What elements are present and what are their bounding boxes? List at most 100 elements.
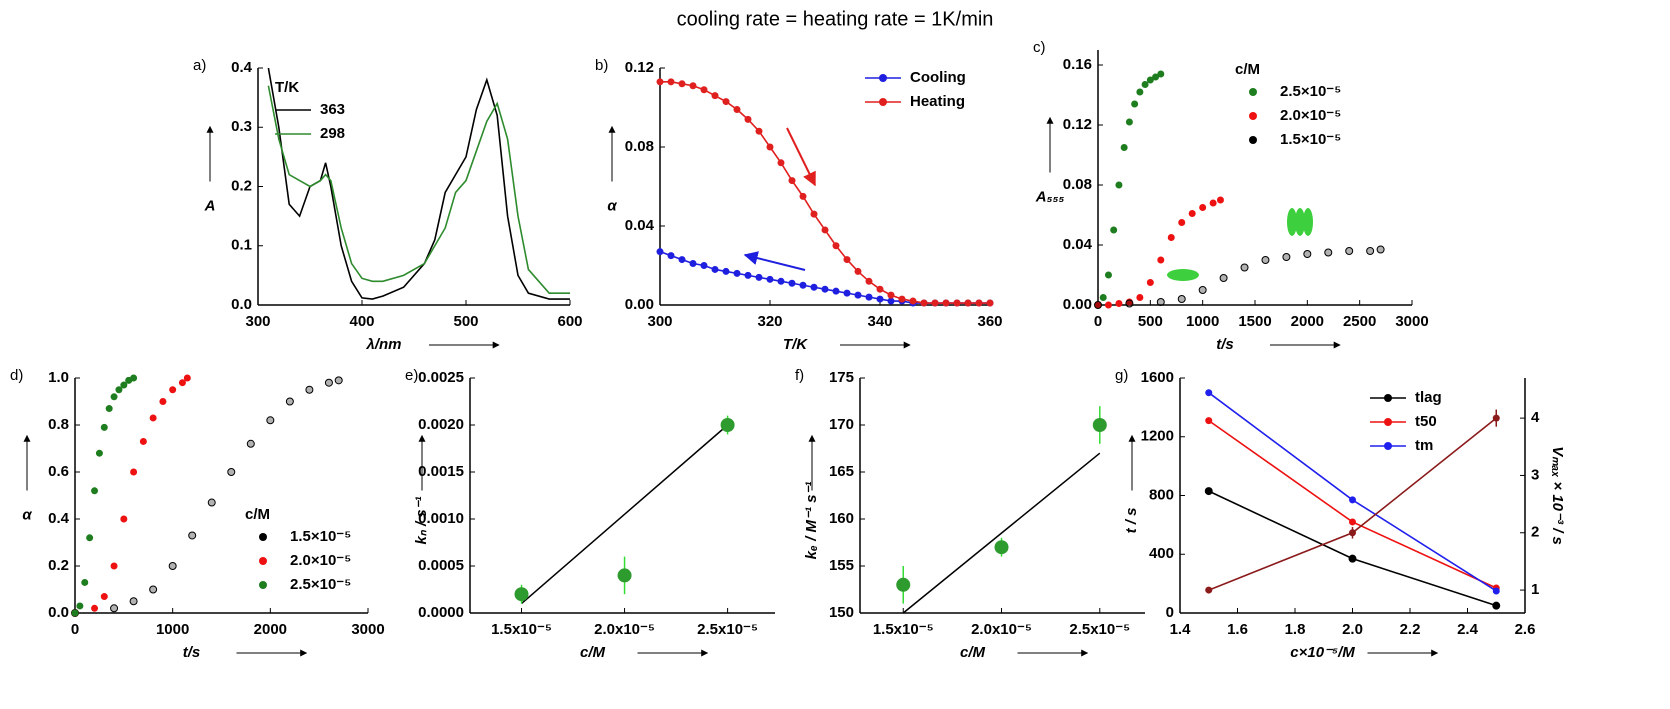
legend-label: Cooling: [910, 69, 966, 86]
y-tick-label: 0.0005: [418, 557, 464, 574]
x-tick-label: 340: [867, 313, 892, 330]
y-tick-label: 0.0: [231, 296, 252, 313]
data-point: [1152, 73, 1160, 81]
figure-title: cooling rate = heating rate = 1K/min: [677, 8, 994, 30]
data-point: [81, 578, 89, 586]
data-point: [920, 299, 928, 307]
data-point: [854, 267, 862, 275]
legend-marker: [1384, 418, 1392, 426]
x-tick-label: 500: [453, 313, 478, 330]
series-line: [267, 85, 570, 294]
legend-label: 298: [320, 125, 345, 142]
data-point: [1177, 295, 1186, 303]
x-tick-label: 1.6: [1227, 621, 1248, 638]
disc-icon: [1167, 269, 1199, 281]
data-point: [1205, 417, 1213, 425]
x-tick-label: 0: [71, 621, 79, 638]
x-tick-label: 360: [977, 313, 1002, 330]
data-point: [898, 295, 906, 303]
legend-marker: [879, 74, 887, 82]
data-point: [799, 281, 807, 289]
y-tick-label: 0.0020: [418, 416, 464, 433]
data-point: [139, 437, 147, 445]
data-point: [876, 285, 884, 293]
data-point: [678, 80, 686, 88]
data-point: [755, 273, 763, 281]
data-point: [129, 597, 138, 606]
legend-marker: [1384, 394, 1392, 402]
panel-label: b): [595, 57, 608, 74]
y-axis-label: α: [22, 506, 32, 523]
y-tick-label: 150: [829, 604, 854, 621]
data-point: [168, 562, 177, 570]
x-tick-label: 2000: [1291, 313, 1324, 330]
data-point: [744, 271, 752, 279]
y-axis-label: kₑ / M⁻¹ s⁻¹: [803, 482, 820, 560]
x-tick-label: 2.5x10⁻⁵: [697, 621, 758, 638]
data-point: [1110, 226, 1118, 234]
x-tick-label: 2.6: [1515, 621, 1536, 638]
data-point: [1261, 256, 1270, 264]
data-point: [953, 299, 961, 307]
data-point: [667, 78, 675, 86]
legend-title: c/M: [245, 506, 270, 523]
data-point: [975, 299, 983, 307]
series-line: [659, 250, 990, 304]
y-tick-label: 0.0000: [418, 604, 464, 621]
legend-marker: [259, 533, 267, 541]
data-point: [1092, 418, 1107, 432]
x-tick-label: 1.8: [1285, 621, 1306, 638]
legend-marker: [259, 581, 267, 589]
data-point: [246, 439, 255, 448]
data-point: [1492, 587, 1500, 595]
data-point: [722, 267, 730, 275]
x-axis-label: t/s: [1216, 336, 1234, 353]
panel-label: e): [405, 367, 418, 384]
data-point: [1125, 118, 1133, 126]
cooling-arrow: [743, 251, 806, 271]
data-point: [832, 287, 840, 295]
data-point: [120, 381, 128, 389]
y-tick-label: 175: [829, 369, 854, 386]
data-point: [100, 593, 108, 601]
data-point: [1219, 274, 1228, 282]
panel-label: c): [1033, 39, 1046, 56]
y-tick-label: 0.08: [625, 138, 654, 155]
data-point: [110, 393, 118, 401]
y2-axis-label: Vₘₐₓ × 10⁻³ / s: [1549, 446, 1566, 545]
fit-line: [902, 452, 1101, 614]
x-tick-label: 500: [1138, 313, 1163, 330]
data-point: [1115, 300, 1123, 307]
data-point: [1216, 196, 1224, 204]
data-point: [865, 293, 873, 301]
data-point: [1131, 100, 1139, 108]
panel-label: d): [10, 367, 23, 384]
data-point: [711, 92, 719, 100]
x-axis-label: λ/nm: [365, 336, 401, 353]
data-point: [1141, 81, 1149, 88]
data-point: [178, 379, 186, 387]
x-tick-label: 2000: [254, 621, 287, 638]
data-point: [733, 105, 741, 113]
data-point: [1094, 301, 1102, 309]
data-point: [1178, 219, 1186, 226]
data-point: [1198, 286, 1207, 294]
data-point: [1366, 247, 1375, 255]
x-tick-label: 300: [647, 313, 672, 330]
data-point: [1205, 389, 1213, 397]
x-tick-label: 1000: [156, 621, 189, 638]
data-point: [1345, 247, 1354, 255]
y-axis-label: A: [204, 197, 216, 214]
data-point: [720, 418, 735, 432]
data-point: [656, 248, 664, 256]
data-point: [1204, 487, 1213, 496]
legend-label: 1.5×10⁻⁵: [290, 528, 351, 545]
data-point: [678, 256, 686, 264]
data-point: [1094, 301, 1102, 309]
x-tick-label: 2.0x10⁻⁵: [594, 621, 655, 638]
data-point: [1492, 601, 1501, 610]
data-point: [105, 405, 113, 413]
data-point: [1104, 301, 1112, 309]
y-tick-label: 0.4: [48, 510, 70, 527]
x-tick-label: 2.0: [1342, 621, 1363, 638]
